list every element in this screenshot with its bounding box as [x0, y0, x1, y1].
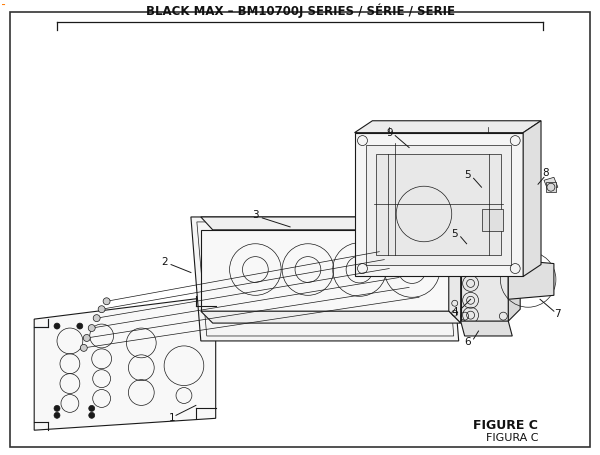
Text: 7: 7 [554, 309, 561, 319]
Circle shape [80, 344, 87, 351]
Polygon shape [544, 177, 558, 190]
Polygon shape [367, 145, 511, 264]
Text: FIGURA C: FIGURA C [485, 433, 538, 443]
Text: 5: 5 [451, 229, 458, 239]
Text: 4: 4 [451, 307, 458, 317]
Polygon shape [467, 180, 505, 202]
Circle shape [103, 298, 110, 305]
Polygon shape [376, 155, 502, 255]
Text: 1: 1 [169, 413, 175, 423]
Circle shape [89, 412, 95, 418]
Polygon shape [449, 230, 461, 323]
Polygon shape [461, 234, 508, 321]
Circle shape [77, 323, 83, 329]
Polygon shape [201, 311, 461, 323]
Circle shape [89, 405, 95, 411]
Polygon shape [508, 222, 520, 321]
Polygon shape [467, 202, 506, 234]
Text: 8: 8 [542, 168, 549, 178]
Polygon shape [191, 217, 458, 341]
Circle shape [83, 334, 90, 341]
Text: FIGURE C: FIGURE C [473, 419, 538, 432]
Circle shape [88, 324, 95, 332]
Polygon shape [461, 321, 512, 336]
Polygon shape [201, 230, 449, 311]
Text: 3: 3 [252, 210, 259, 220]
FancyBboxPatch shape [546, 182, 556, 192]
Text: 5: 5 [464, 170, 471, 180]
Polygon shape [34, 296, 215, 430]
Polygon shape [355, 121, 541, 133]
Text: BLACK MAX – BM10700J SERIES / SÉRIE / SERIE: BLACK MAX – BM10700J SERIES / SÉRIE / SE… [146, 3, 455, 18]
Circle shape [98, 306, 105, 313]
FancyBboxPatch shape [482, 209, 503, 231]
Polygon shape [201, 217, 461, 230]
Text: 2: 2 [161, 257, 167, 267]
Circle shape [54, 412, 60, 418]
Circle shape [93, 315, 100, 322]
Polygon shape [508, 260, 554, 299]
Circle shape [54, 323, 60, 329]
Polygon shape [355, 133, 523, 277]
Text: 6: 6 [464, 337, 471, 347]
Text: 9: 9 [386, 128, 392, 138]
Polygon shape [461, 222, 520, 234]
Circle shape [54, 405, 60, 411]
Polygon shape [523, 121, 541, 277]
